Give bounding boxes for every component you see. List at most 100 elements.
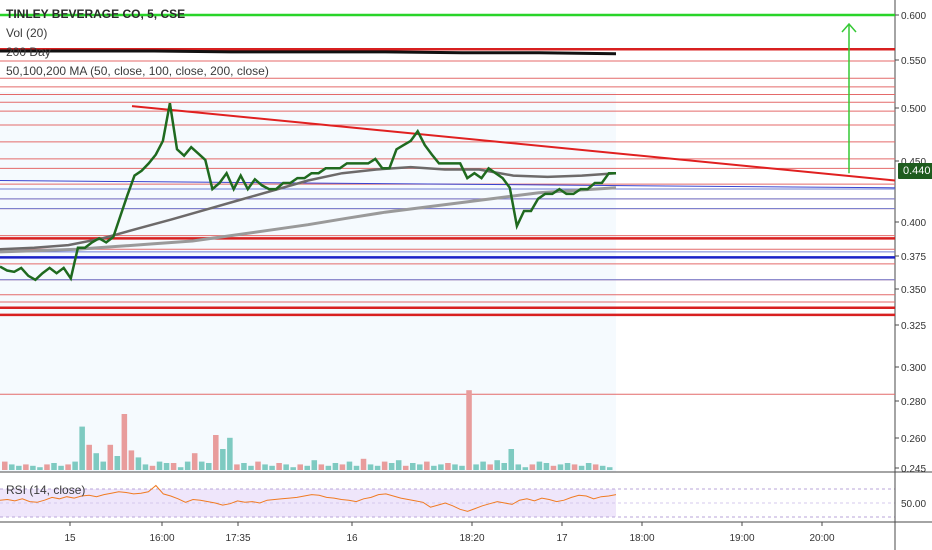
volume-bar	[234, 464, 240, 470]
volume-bar	[374, 465, 381, 470]
volume-bar	[163, 463, 170, 470]
volume-bar	[248, 465, 254, 470]
volume-bar	[353, 465, 360, 470]
blue-trendline	[0, 180, 896, 189]
volume-bar	[571, 464, 578, 470]
volume-bar	[37, 467, 43, 470]
volume-bar	[290, 467, 296, 470]
volume-bar	[135, 457, 142, 470]
volume-bar	[445, 463, 451, 470]
volume-bar	[417, 464, 423, 470]
volume-bar	[283, 464, 289, 470]
volume-bar	[297, 464, 303, 470]
volume-bar	[156, 461, 163, 470]
volume-bar	[79, 426, 85, 470]
price-tick-label: 0.550	[901, 56, 926, 67]
volume-bar	[536, 461, 543, 470]
volume-bar	[51, 463, 57, 470]
time-tick-label: 15	[64, 533, 76, 544]
volume-bar	[227, 437, 233, 470]
volume-bar	[318, 464, 325, 470]
price-tick-label: 0.245	[901, 464, 926, 475]
volume-bar	[381, 461, 388, 470]
volume-bar	[410, 463, 416, 470]
volume-bar	[585, 463, 592, 470]
volume-bar	[191, 453, 198, 470]
time-tick-label: 17:35	[225, 533, 250, 544]
price-tick-label: 0.350	[901, 285, 926, 296]
volume-bar	[550, 465, 557, 470]
price-tick-label: 0.375	[901, 252, 926, 263]
ma-50-line	[0, 165, 617, 251]
rsi-line	[0, 484, 617, 512]
volume-bar	[23, 464, 29, 470]
volume-bar	[9, 464, 15, 470]
red-trendline	[131, 105, 896, 182]
target-arrow-head	[841, 22, 857, 33]
volume-bar	[360, 458, 367, 470]
volume-bar	[184, 461, 191, 470]
time-tick-label: 19:00	[729, 533, 754, 544]
volume-bar	[198, 461, 205, 470]
volume-bar	[72, 461, 78, 470]
price-tick-label: 0.450	[901, 157, 926, 168]
volume-bar	[220, 449, 226, 470]
volume-bar	[86, 444, 92, 470]
price-tick-label: 0.300	[901, 363, 926, 374]
volume-bar	[311, 460, 318, 470]
volume-bar	[367, 464, 374, 470]
volume-bar	[304, 465, 311, 470]
volume-bar	[206, 463, 212, 470]
volume-bar	[473, 464, 479, 470]
volume-bar	[128, 450, 135, 470]
volume-bar	[339, 464, 346, 470]
volume-bar	[578, 465, 585, 470]
volume-bar	[466, 390, 472, 470]
volume-bar	[494, 460, 500, 470]
time-tick-label: 16	[346, 533, 358, 544]
volume-bar	[480, 461, 486, 470]
volume-bar	[529, 464, 536, 470]
volume-bar	[388, 463, 395, 470]
volume-bar	[599, 465, 606, 470]
volume-area-bg	[0, 92, 616, 472]
volume-bar	[501, 463, 507, 470]
volume-bar	[241, 463, 247, 470]
volume-bar	[16, 465, 22, 470]
last-price-badge: 0.440	[898, 163, 932, 179]
ma-200-day-line	[0, 49, 617, 56]
chart-title: TINLEY BEVERAGE CO, 5, CSE	[6, 7, 186, 21]
time-tick-label: 18:20	[459, 533, 484, 544]
time-tick-label: 18:00	[629, 533, 654, 544]
volume-bar	[557, 464, 564, 470]
rsi-tick-label: 50.00	[901, 499, 926, 510]
volume-bar	[44, 464, 50, 470]
volume-bar	[2, 461, 8, 470]
volume-bar	[459, 465, 465, 470]
volume-bar	[107, 444, 114, 470]
volume-bar	[515, 464, 522, 470]
volume-bar	[543, 463, 550, 470]
volume-bar	[508, 449, 515, 470]
ma-legend: 50,100,200 MA (50, close, 100, close, 20…	[6, 64, 269, 78]
volume-bar	[262, 464, 268, 470]
volume-bar	[170, 463, 177, 470]
volume-bar	[325, 465, 332, 470]
volume-legend: Vol (20)	[6, 26, 48, 40]
price-line	[0, 102, 616, 282]
volume-bar	[452, 464, 458, 470]
volume-bar	[487, 464, 493, 470]
volume-bar	[58, 465, 64, 470]
rsi-legend: RSI (14, close)	[6, 483, 86, 497]
volume-bar	[564, 463, 571, 470]
price-tick-label: 0.260	[901, 434, 926, 445]
volume-bar	[269, 465, 275, 470]
volume-bar	[93, 453, 99, 470]
volume-bar	[149, 465, 156, 470]
day200-legend: 200 Day	[6, 45, 51, 59]
volume-bar	[395, 460, 402, 470]
volume-bar	[276, 463, 282, 470]
price-tick-label: 0.325	[901, 321, 926, 332]
